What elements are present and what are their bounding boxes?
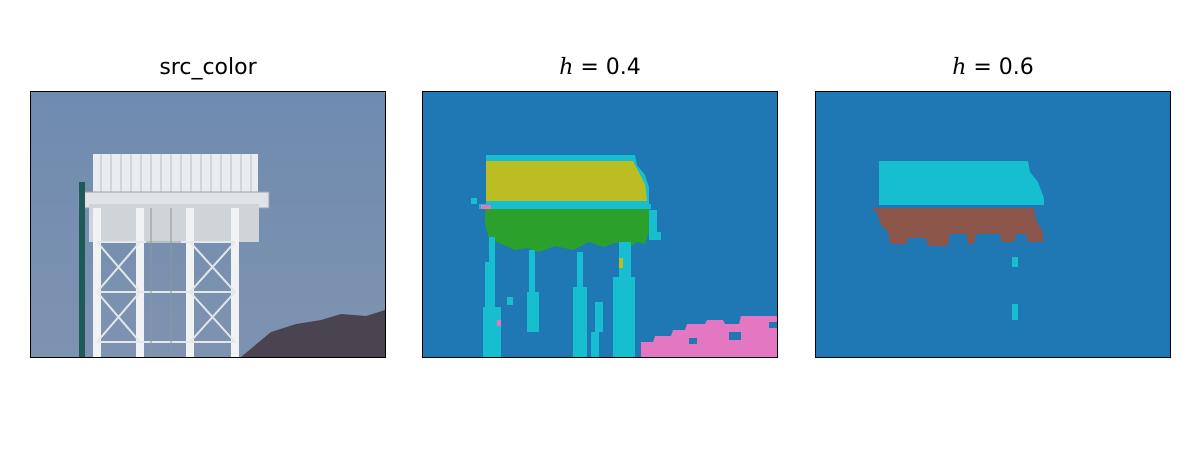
water-tower-photo	[31, 92, 385, 357]
pipe	[79, 182, 85, 357]
segment-cyan-legs	[483, 237, 635, 357]
panel-h-0-6: h = 0.6	[815, 55, 1171, 358]
panel-h-0-4: h = 0.4	[422, 55, 778, 358]
segment-cyan	[879, 161, 1044, 205]
segment-olive	[486, 161, 647, 201]
src-color-image	[30, 91, 386, 358]
segmentation-map-h-0-4	[423, 92, 777, 357]
segmentation-map-h-0-6	[816, 92, 1170, 357]
segment-pink	[641, 316, 777, 357]
segmentation-h-0-6	[815, 91, 1171, 358]
segment-brown	[872, 208, 1044, 246]
panel-title-h-0-4: h = 0.4	[559, 55, 641, 80]
segmentation-h-0-4	[422, 91, 778, 358]
panel-title-h-0-6: h = 0.6	[952, 55, 1034, 80]
segment-green	[485, 209, 649, 252]
mountain	[241, 310, 385, 357]
panel-src-color: src_color	[30, 55, 386, 358]
panel-title-src-color: src_color	[159, 55, 257, 80]
under-platform	[89, 204, 259, 242]
